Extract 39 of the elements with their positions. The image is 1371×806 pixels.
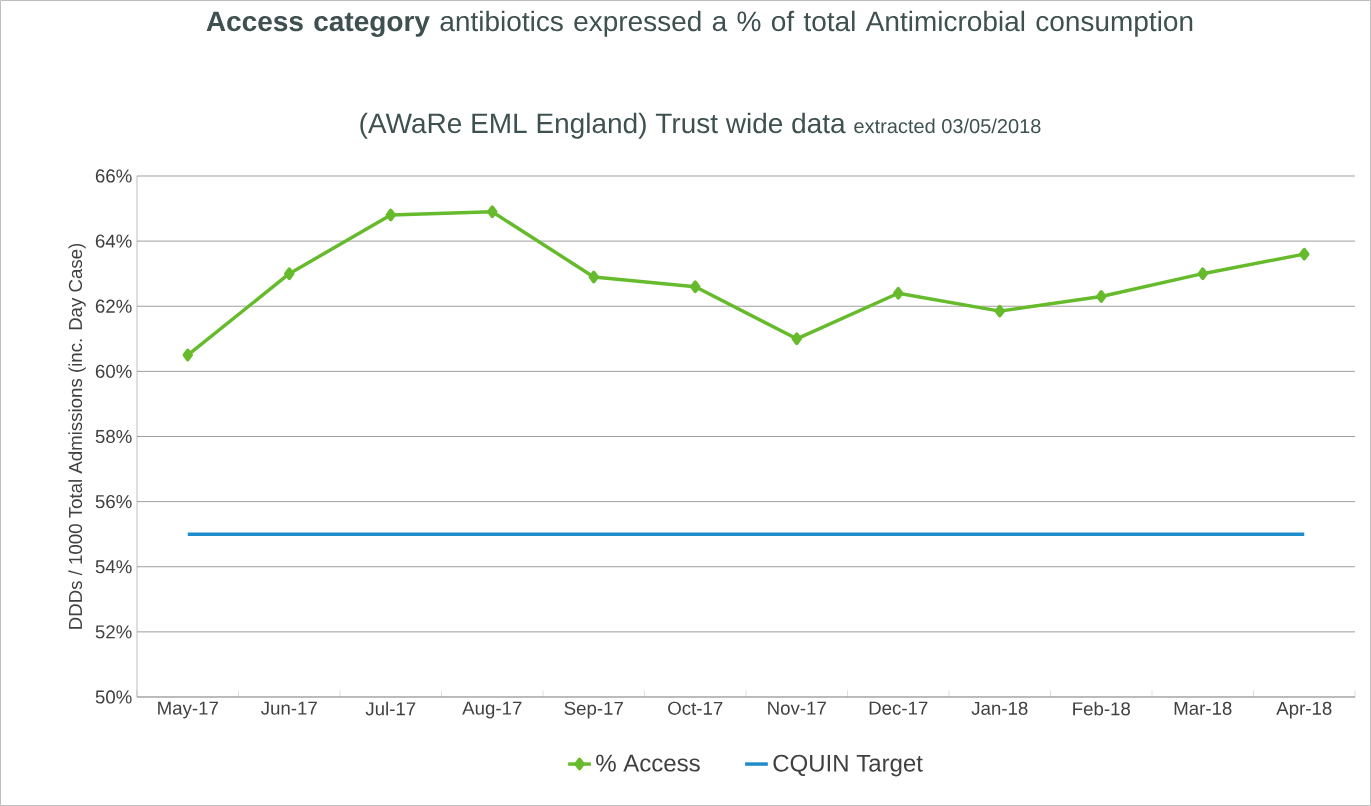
legend-label: CQUIN Target [773,754,923,777]
x-tick-label: Dec-17 [869,701,928,715]
x-tick-label: Mar-18 [1174,701,1232,715]
point [994,304,1005,318]
chart-subtitle: (AWaRe EML England) Trust wide data [360,112,846,139]
y-tick-label: 58% [95,429,132,444]
point [893,286,904,300]
point [588,270,599,284]
point [487,205,498,219]
point [182,348,193,362]
y-axis-title: DDDs / 1000 Total Admissions (inc. Day Case) [68,243,86,629]
y-tick-label: 60% [95,364,132,378]
y-tick-label: 54% [95,560,132,574]
x-tick-label: Oct-17 [668,701,723,715]
point [690,280,701,294]
text: extracted 03/05/2018 [854,118,1041,134]
x-tick-label: Apr-18 [1276,701,1332,719]
point [1299,247,1310,261]
x-tick-label: Jul-17 [365,701,416,716]
y-tick-label: 64% [95,234,132,248]
point [1096,290,1107,303]
x-tick-label: Feb-18 [1073,701,1131,716]
chart-title: Access category antibiotics expressed a % of total Antimicrobial consumption [206,10,1193,37]
y-tick-label: 52% [95,625,132,639]
x-tick-label: Aug-17 [462,701,522,719]
x-tick-label: May-17 [158,701,218,719]
y-tick-label: 50% [95,690,132,704]
x-tick-label: Jan-18 [971,701,1028,715]
legend-label: % Access [596,754,700,772]
point [791,332,802,346]
x-tick-label: Jun-17 [261,701,317,715]
point [1197,267,1208,281]
point [284,267,295,281]
y-tick-label: 66% [95,169,132,183]
point [385,208,396,222]
y-tick-label: 62% [95,299,132,313]
x-tick-label: Nov-17 [768,701,826,715]
x-tick-label: Sep-17 [564,701,623,719]
y-tick-label: 56% [95,494,132,509]
